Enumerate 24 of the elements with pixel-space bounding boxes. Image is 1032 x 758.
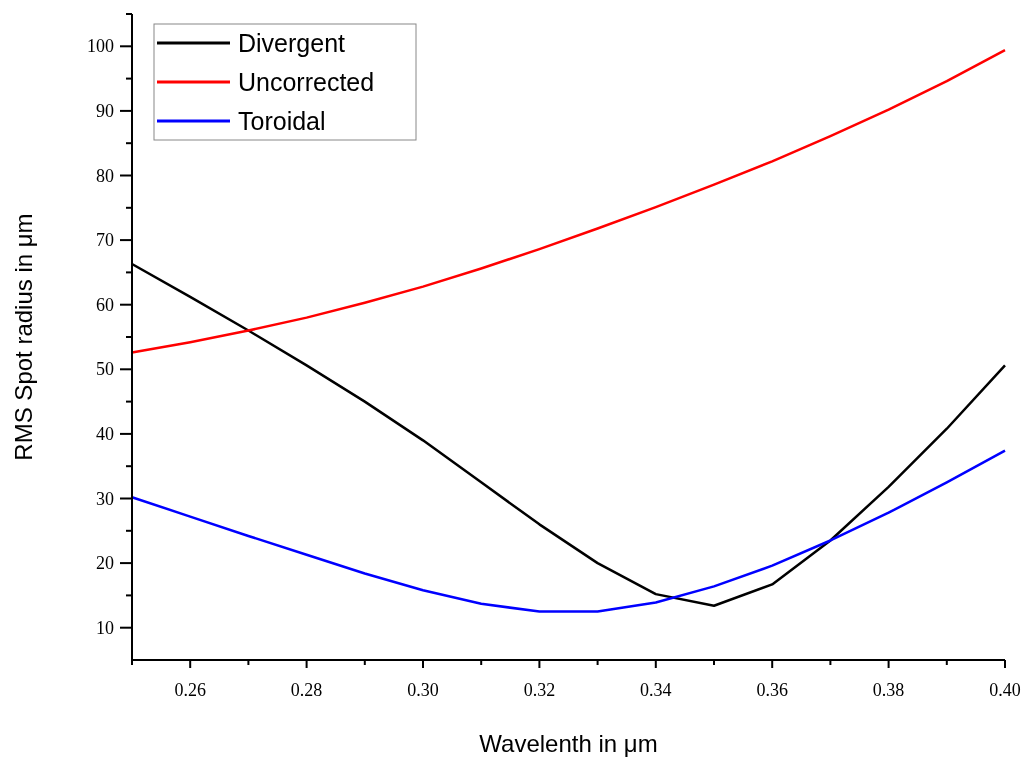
y-tick-label: 70 bbox=[96, 230, 114, 251]
x-tick-label: 0.32 bbox=[523, 680, 556, 700]
x-tick-label: 0.38 bbox=[872, 680, 905, 700]
legend-label: Divergent bbox=[238, 29, 346, 57]
x-tick-label: 0.34 bbox=[640, 680, 672, 700]
legend-label: Uncorrected bbox=[238, 68, 375, 96]
x-tick-label: 0.28 bbox=[290, 680, 323, 700]
y-tick-label: 100 bbox=[87, 36, 114, 57]
x-tick-label: 0.26 bbox=[174, 680, 206, 700]
y-tick-label: 30 bbox=[96, 488, 114, 509]
y-tick-label: 80 bbox=[96, 165, 114, 186]
y-tick-label: 20 bbox=[96, 553, 114, 574]
y-tick-label: 10 bbox=[96, 617, 114, 638]
x-tick-label: 0.40 bbox=[989, 680, 1021, 700]
y-tick-label: 40 bbox=[96, 423, 114, 444]
x-tick-label: 0.36 bbox=[756, 680, 788, 700]
x-axis-title: Wavelenth in μm bbox=[479, 730, 658, 757]
y-tick-label: 90 bbox=[96, 100, 114, 121]
y-tick-label: 50 bbox=[96, 359, 114, 380]
line-series bbox=[130, 449, 1007, 613]
y-tick-label: 60 bbox=[96, 294, 114, 315]
legend-label: Toroidal bbox=[238, 107, 326, 135]
x-tick-label: 0.30 bbox=[407, 680, 439, 700]
y-axis-title: RMS Spot radius in μm bbox=[10, 213, 37, 461]
